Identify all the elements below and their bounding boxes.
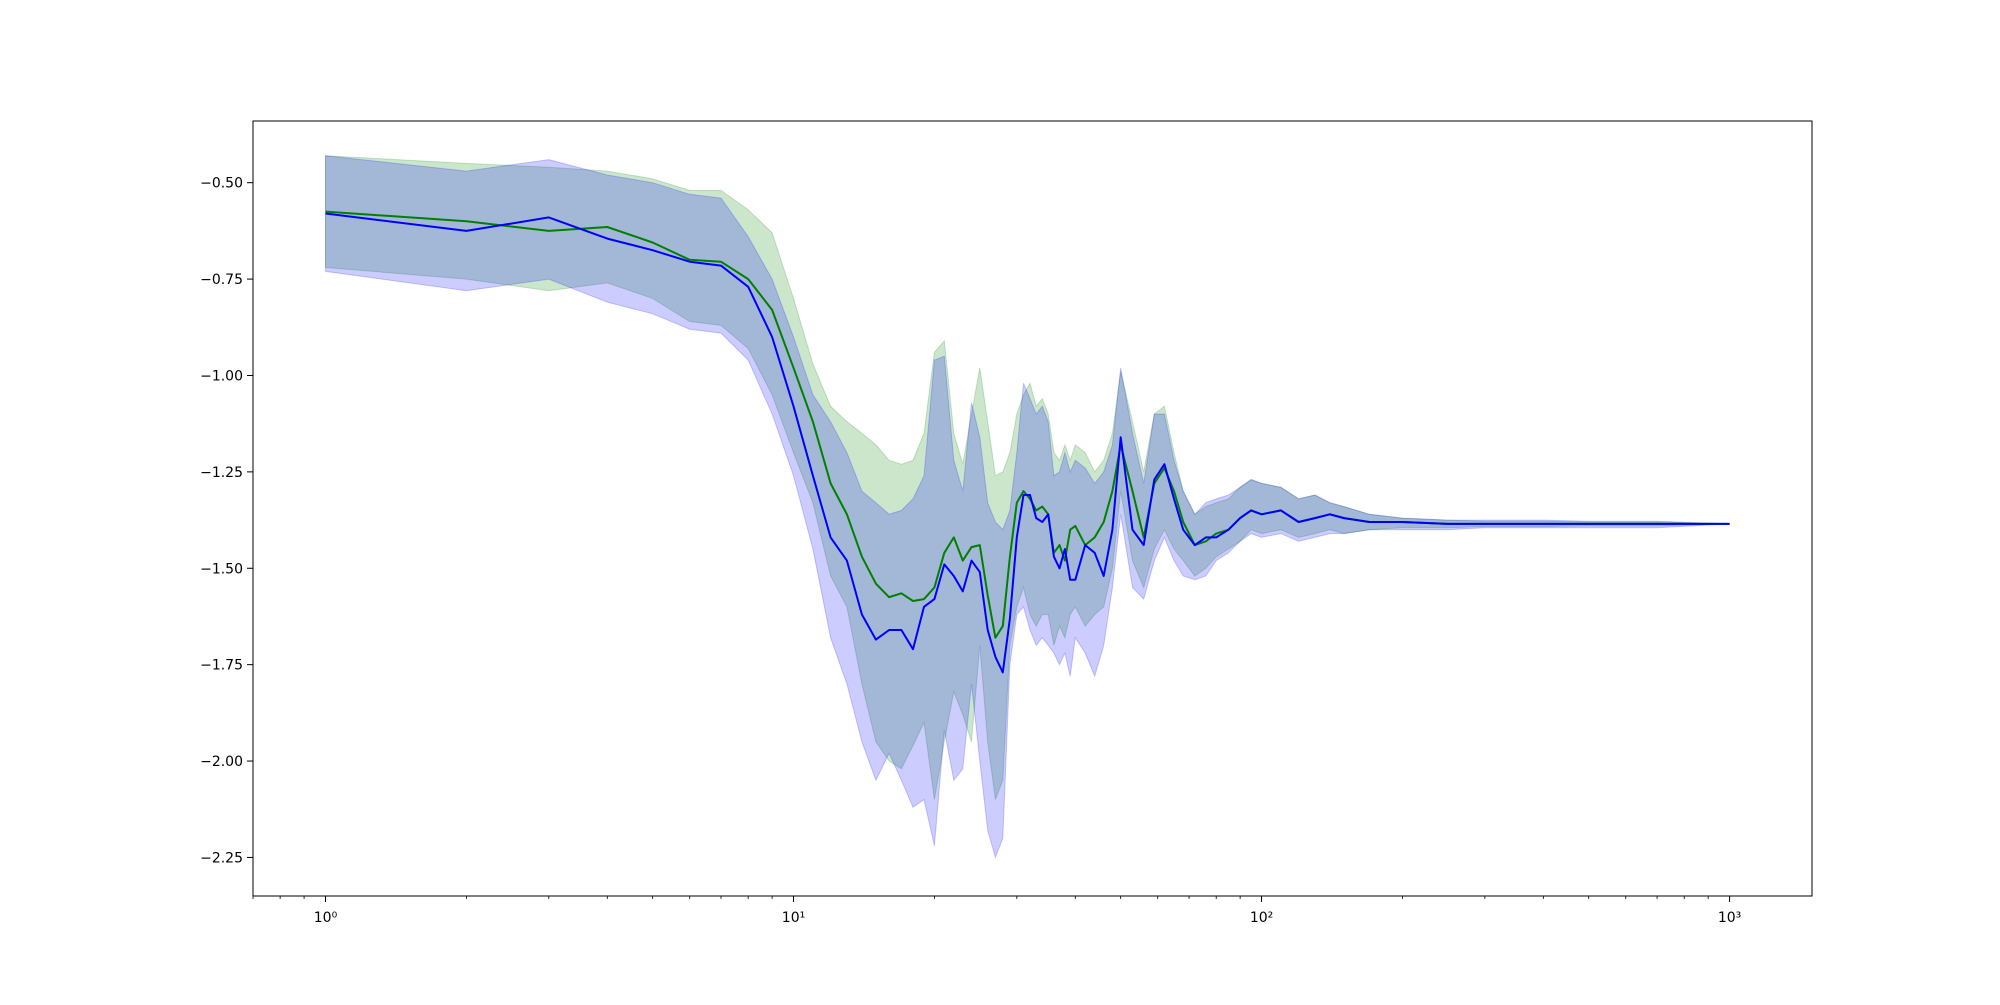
y-tick-label: −1.75 <box>200 658 243 674</box>
y-axis: −0.50 −0.75 −1.00 −1.25 −1.50 −1.75 −2.00 −2.25 <box>200 176 253 866</box>
confidence-bands <box>325 155 1730 859</box>
series-lines <box>325 210 1730 674</box>
x-tick-label: 10³ <box>1718 910 1741 926</box>
x-axis: 10⁰ 10¹ 10² 10³ <box>252 896 1741 926</box>
y-tick-label: −2.00 <box>200 754 243 770</box>
x-tick-label: 10¹ <box>782 910 805 926</box>
y-tick-label: −0.75 <box>200 272 243 288</box>
y-tick-label: −1.25 <box>200 465 243 481</box>
x-tick-label: 10⁰ <box>314 910 338 926</box>
plot-frame <box>252 120 1813 897</box>
x-tick-label: 10² <box>1250 910 1273 926</box>
y-tick-label: −1.00 <box>200 368 243 384</box>
series-2-band <box>325 155 1730 859</box>
y-tick-label: −0.50 <box>200 176 243 192</box>
y-tick-label: −2.25 <box>200 850 243 866</box>
series-2-line <box>325 212 1730 674</box>
y-tick-label: −1.50 <box>200 561 243 577</box>
